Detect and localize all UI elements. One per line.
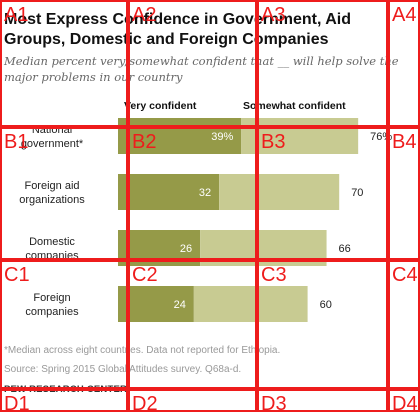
bar-somewhat-confident-foreign-aid-organizations	[219, 174, 340, 210]
value-label-total-domestic-companies: 66	[339, 243, 351, 255]
value-label-very-confident-foreign-aid-organizations: 32	[199, 187, 211, 199]
value-label-total-national-government: 76%	[370, 131, 392, 143]
grid-label-a2: A2	[132, 4, 157, 26]
grid-label-a1: A1	[4, 4, 29, 26]
bar-very-confident-foreign-companies	[118, 286, 194, 322]
grid-label-d3: D3	[261, 393, 287, 415]
grid-label-c3: C3	[261, 264, 287, 286]
chart-source: Source: Spring 2015 Global Attitudes sur…	[4, 364, 242, 375]
legend-somewhat-confident: Somewhat confident	[243, 100, 346, 112]
chart-subtitle: Median percent very/somewhat confident t…	[4, 54, 399, 84]
grid-label-c2: C2	[132, 264, 158, 286]
legend-very-confident: Very confident	[124, 100, 197, 112]
bar-somewhat-confident-foreign-companies	[193, 286, 308, 322]
bar-very-confident-national-government	[118, 118, 242, 154]
grid-label-d1: D1	[4, 393, 30, 415]
value-label-total-foreign-aid-organizations: 70	[351, 187, 363, 199]
category-label-national-government: National government*	[21, 124, 84, 150]
category-label-domestic-companies: Domestic companies	[25, 236, 79, 262]
value-label-very-confident-foreign-companies: 24	[174, 299, 186, 311]
grid-label-b1: B1	[4, 131, 29, 153]
chart-note: *Median across eight countries. Data not…	[4, 345, 281, 356]
bar-somewhat-confident-domestic-companies	[200, 230, 327, 266]
chart-title: Most Express Confidence in Government, A…	[4, 11, 352, 48]
grid-label-d2: D2	[132, 393, 158, 415]
grid-label-b3: B3	[261, 131, 286, 153]
value-label-very-confident-domestic-companies: 26	[180, 243, 192, 255]
grid-label-a3: A3	[261, 4, 286, 26]
grid-label-d4: D4	[392, 393, 418, 415]
value-label-total-foreign-companies: 60	[320, 299, 332, 311]
value-label-very-confident-national-government: 39%	[211, 131, 233, 143]
grid-label-a4: A4	[392, 4, 417, 26]
bar-somewhat-confident-national-government	[241, 118, 359, 154]
category-label-foreign-aid-organizations: Foreign aid organizations	[19, 180, 85, 206]
bar-very-confident-foreign-aid-organizations	[118, 174, 220, 210]
grid-label-b4: B4	[392, 131, 417, 153]
grid-label-b2: B2	[132, 131, 157, 153]
grid-label-c1: C1	[4, 264, 30, 286]
category-label-foreign-companies: Foreign companies	[25, 292, 79, 318]
grid-label-c4: C4	[392, 264, 418, 286]
